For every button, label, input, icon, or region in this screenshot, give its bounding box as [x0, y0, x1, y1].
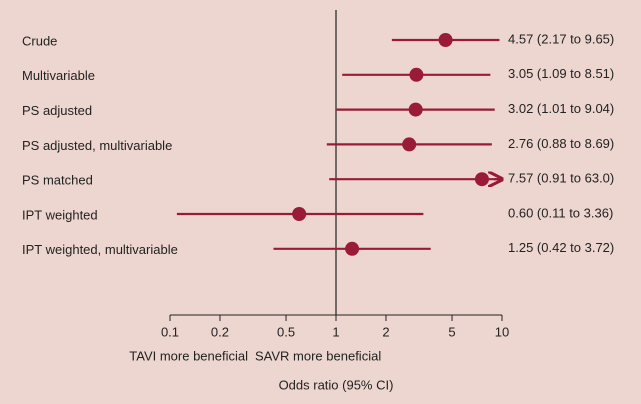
row-label: PS adjusted: [22, 103, 92, 118]
row-label: IPT weighted, multivariable: [22, 242, 178, 257]
x-tick-label: 10: [495, 324, 509, 339]
x-tick-label: 1: [332, 324, 339, 339]
left-annotation: TAVI more beneficial: [129, 348, 248, 363]
value-label: 3.05 (1.09 to 8.51): [508, 66, 614, 81]
value-label: 2.76 (0.88 to 8.69): [508, 136, 614, 151]
estimate-point: [292, 207, 307, 221]
value-label: 7.57 (0.91 to 63.0): [508, 171, 614, 186]
right-annotation: SAVR more beneficial: [255, 348, 381, 363]
estimate-point: [408, 102, 423, 117]
x-tick-label: 0.2: [211, 324, 229, 339]
row-label: PS matched: [22, 173, 93, 188]
x-tick-label: 0.1: [161, 324, 179, 339]
estimate-point: [345, 241, 360, 256]
estimate-point: [438, 33, 453, 47]
estimate-point: [402, 137, 417, 152]
value-label: 3.02 (1.01 to 9.04): [508, 101, 614, 116]
x-tick-label: 0.5: [277, 324, 295, 339]
value-label: 1.25 (0.42 to 3.72): [508, 240, 614, 255]
x-tick-label: 5: [448, 324, 455, 339]
row-label: Multivariable: [22, 68, 95, 83]
row-label: PS adjusted, multivariable: [22, 138, 172, 153]
x-tick-label: 2: [382, 324, 389, 339]
row-label: IPT weighted: [22, 207, 98, 222]
row-label: Crude: [22, 33, 57, 48]
value-label: 0.60 (0.11 to 3.36): [508, 205, 613, 220]
estimate-point: [474, 172, 489, 187]
estimate-point: [409, 67, 424, 82]
value-label: 4.57 (2.17 to 9.65): [508, 31, 614, 46]
x-axis-label: Odds ratio (95% CI): [279, 377, 394, 392]
